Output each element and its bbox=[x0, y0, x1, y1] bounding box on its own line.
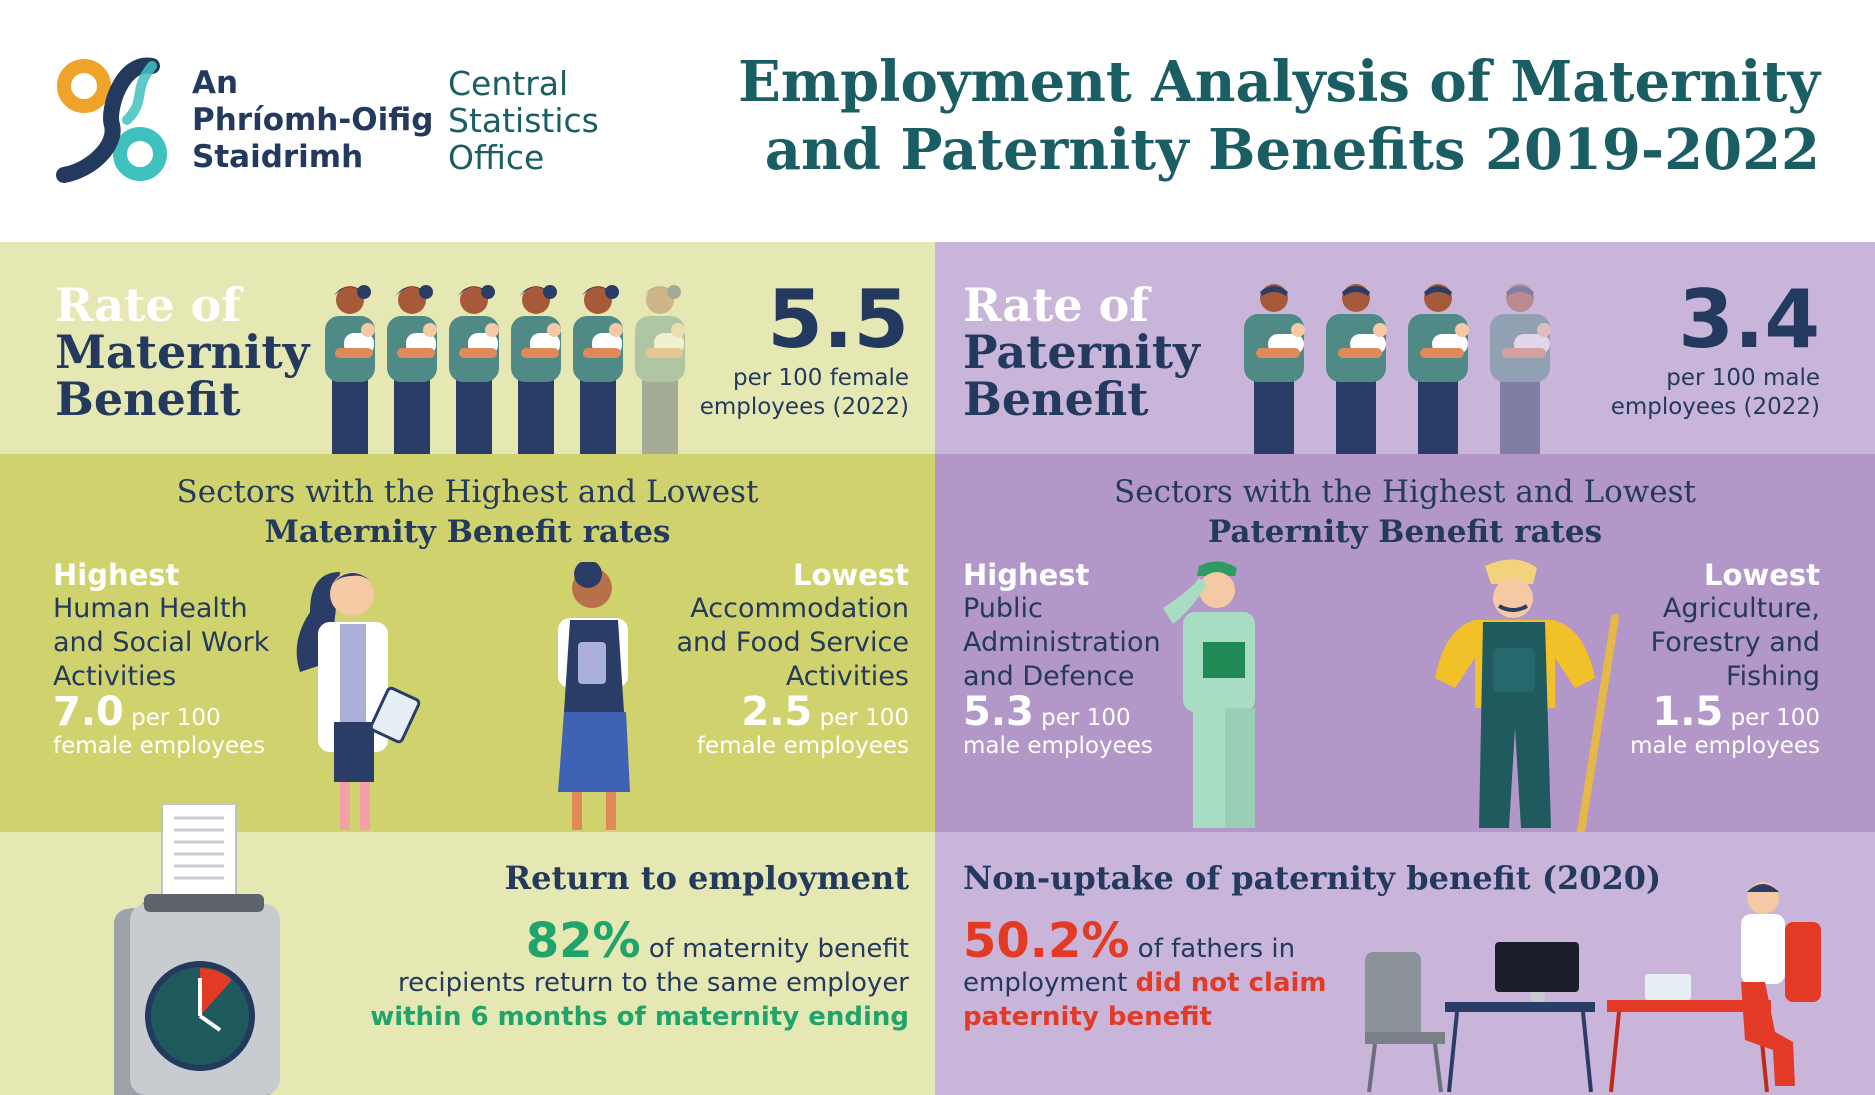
highest-rate-value: 7.0 bbox=[53, 689, 124, 735]
return-to-employment-panel: Return to employment 82% of maternity be… bbox=[0, 804, 935, 1095]
paternity-lowest-block: Lowest Agriculture, Forestry and Fishing… bbox=[1630, 558, 1820, 760]
non-uptake-percent: 50.2% bbox=[963, 913, 1130, 969]
non-uptake-text-line: of fathers in bbox=[1137, 934, 1296, 964]
maternity-lowest-block: Lowest Accommodation and Food Service Ac… bbox=[677, 558, 910, 760]
sector-line: Forestry and bbox=[1650, 627, 1820, 658]
maternity-highest-block: Highest Human Health and Social Work Act… bbox=[53, 558, 269, 760]
heading-line: Benefit bbox=[963, 372, 1149, 426]
maternity-rate-description: per 100 female employees (2022) bbox=[700, 364, 909, 422]
non-uptake-text-line: employment bbox=[963, 968, 1128, 998]
maternity-rate-heading: Rate of Maternity Benefit bbox=[55, 282, 309, 423]
rate-unit: per 100 bbox=[131, 705, 221, 731]
paternity-rate-description: per 100 male employees (2022) bbox=[1611, 364, 1820, 422]
logo-irish-line: Phríomh-Oifig bbox=[192, 102, 434, 138]
sector-line: Administration bbox=[963, 627, 1161, 658]
description-line: per 100 male bbox=[1666, 365, 1820, 391]
heading-line: Maternity bbox=[55, 325, 310, 379]
page-title-line: and Paternity Benefits 2019-2022 bbox=[764, 117, 1820, 183]
paternity-rate-panel: Rate of Paternity Benefit 3.4 per bbox=[935, 242, 1875, 454]
logo-irish-line: An bbox=[192, 65, 239, 101]
lowest-rate-value: 2.5 bbox=[741, 689, 813, 735]
sector-line: Human Health bbox=[53, 593, 248, 624]
lowest-label: Lowest bbox=[793, 558, 909, 592]
sector-line: Activities bbox=[785, 661, 909, 692]
page-title-line: Employment Analysis of Maternity bbox=[738, 49, 1820, 115]
rate-unit: per 100 bbox=[1730, 705, 1820, 731]
return-percent: 82% bbox=[525, 913, 641, 969]
logo-english-name: Central Statistics Office bbox=[448, 65, 599, 176]
non-uptake-panel: Non-uptake of paternity benefit (2020) 5… bbox=[935, 832, 1875, 1095]
highest-label: Highest bbox=[963, 558, 1090, 592]
maternity-rate-value: 5.5 bbox=[767, 273, 909, 366]
sector-line: and Food Service bbox=[676, 627, 910, 658]
lowest-rate-value: 1.5 bbox=[1652, 689, 1724, 735]
sector-line: Fishing bbox=[1726, 661, 1820, 692]
rate-unit: per 100 bbox=[1041, 705, 1131, 731]
logo-english-line: Office bbox=[448, 138, 545, 177]
fathers-holding-babies-icon bbox=[1244, 284, 1551, 454]
heading-line: Paternity bbox=[963, 325, 1200, 379]
title-line: Sectors with the Highest and Lowest bbox=[1114, 474, 1696, 510]
highest-label: Highest bbox=[53, 558, 180, 592]
paternity-sectors-panel: Sectors with the Highest and Lowest Pate… bbox=[935, 454, 1875, 832]
cso-logo-icon bbox=[56, 57, 167, 183]
title-line-bold: Maternity Benefit rates bbox=[264, 514, 671, 550]
logo-irish-line: Staidrimh bbox=[192, 139, 364, 175]
sector-line: Accommodation bbox=[690, 593, 909, 624]
rate-unit-line2: male employees bbox=[1630, 733, 1820, 759]
page-title: Employment Analysis of Maternity and Pat… bbox=[738, 48, 1820, 184]
logo-irish-name: An Phríomh-Oifig Staidrimh bbox=[192, 65, 433, 176]
farmer-illustration-icon bbox=[1435, 559, 1619, 832]
paternity-sectors-title: Sectors with the Highest and Lowest Pate… bbox=[935, 472, 1875, 552]
office-desks-illustration-icon bbox=[1365, 882, 1821, 1093]
highest-rate-value: 5.3 bbox=[963, 689, 1034, 735]
return-title: Return to employment bbox=[504, 859, 909, 897]
non-uptake-text-block: 50.2% of fathers in employment did not c… bbox=[963, 917, 1327, 1034]
title-line-bold: Paternity Benefit rates bbox=[1207, 514, 1603, 550]
return-text-line: recipients return to the same employer bbox=[398, 968, 909, 998]
rate-unit-line2: male employees bbox=[963, 733, 1153, 759]
rate-unit-line2: female employees bbox=[53, 733, 266, 759]
sector-line: Public bbox=[963, 593, 1043, 624]
rate-unit: per 100 bbox=[819, 705, 909, 731]
return-text-line: of maternity benefit bbox=[648, 934, 909, 964]
heading-line: Rate of bbox=[963, 278, 1150, 332]
waitress-illustration-icon bbox=[558, 562, 630, 830]
time-clock-icon bbox=[114, 804, 280, 1095]
logo-english-line: Statistics bbox=[448, 101, 599, 140]
sector-line: Agriculture, bbox=[1662, 593, 1820, 624]
mothers-holding-babies-icon bbox=[325, 285, 685, 454]
return-text-highlight: within 6 months of maternity ending bbox=[370, 1002, 909, 1032]
description-line: per 100 female bbox=[732, 365, 909, 391]
title-line: Sectors with the Highest and Lowest bbox=[176, 474, 759, 510]
paternity-rate-heading: Rate of Paternity Benefit bbox=[963, 282, 1200, 423]
non-uptake-text-highlight: paternity benefit bbox=[963, 1002, 1212, 1032]
paternity-highest-block: Highest Public Administration and Defenc… bbox=[963, 558, 1161, 760]
sector-line: Activities bbox=[53, 661, 177, 692]
return-text-block: 82% of maternity benefit recipients retu… bbox=[370, 917, 909, 1034]
header: An Phríomh-Oifig Staidrimh Central Stati… bbox=[0, 0, 1875, 242]
logo-english-line: Central bbox=[448, 64, 569, 103]
lowest-label: Lowest bbox=[1704, 558, 1820, 592]
non-uptake-text-highlight: did not claim bbox=[1135, 968, 1327, 998]
maternity-sectors-panel: Sectors with the Highest and Lowest Mate… bbox=[0, 454, 935, 832]
maternity-rate-panel: Rate of Maternity Benefit 5.5 bbox=[0, 242, 935, 454]
heading-line: Rate of bbox=[55, 278, 242, 332]
description-line: employees (2022) bbox=[699, 394, 909, 420]
rate-unit-line2: female employees bbox=[696, 733, 909, 759]
soldier-illustration-icon bbox=[1163, 561, 1255, 828]
non-uptake-title: Non-uptake of paternity benefit (2020) bbox=[963, 859, 1662, 897]
doctor-illustration-icon bbox=[296, 572, 421, 830]
sector-line: and Defence bbox=[963, 661, 1135, 692]
maternity-sectors-title: Sectors with the Highest and Lowest Mate… bbox=[0, 472, 935, 552]
heading-line: Benefit bbox=[55, 372, 241, 426]
description-line: employees (2022) bbox=[1610, 394, 1820, 420]
sector-line: and Social Work bbox=[53, 627, 270, 658]
paternity-rate-value: 3.4 bbox=[1678, 273, 1820, 366]
